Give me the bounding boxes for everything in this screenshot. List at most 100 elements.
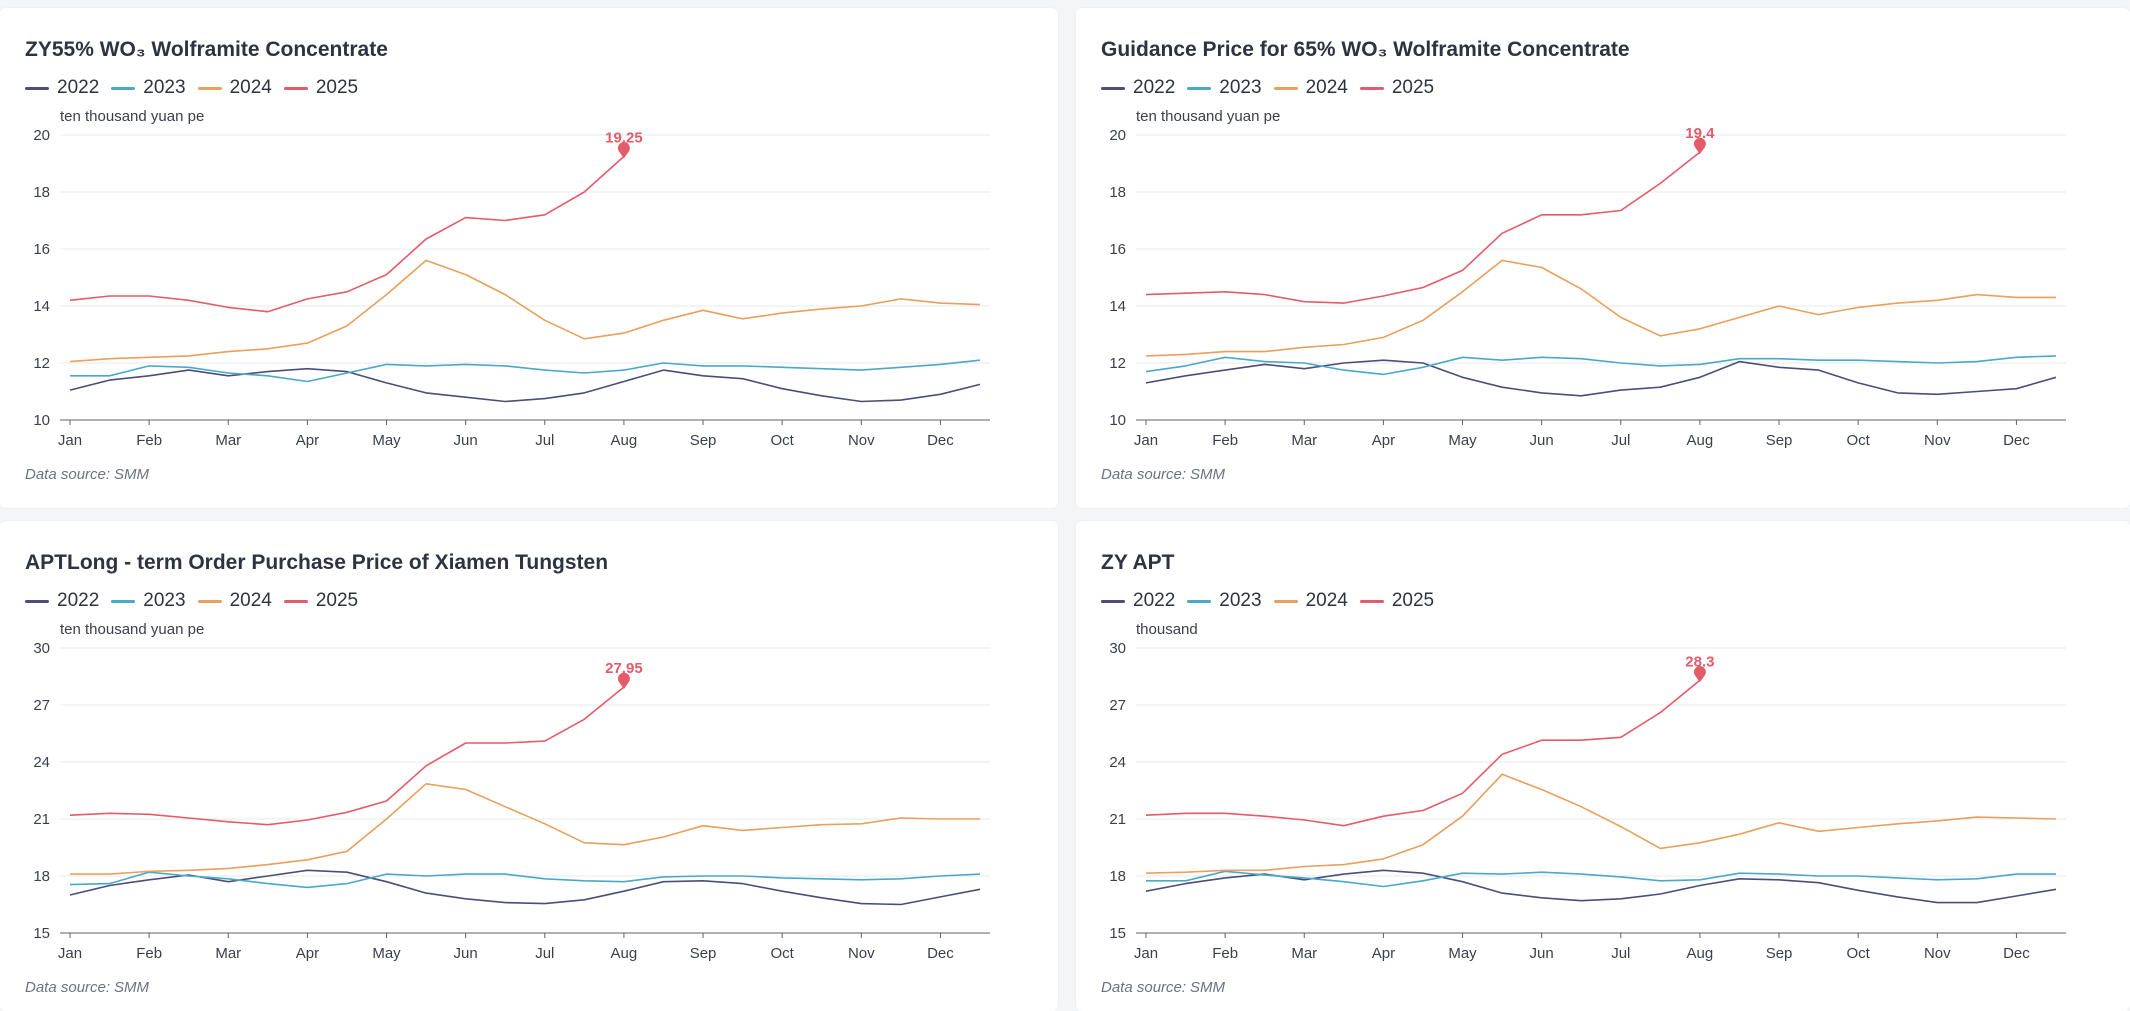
x-tick-label: Sep — [690, 945, 717, 962]
series-line-2023 — [1145, 355, 2057, 376]
y-tick-label: 15 — [33, 925, 50, 942]
legend-label: 2023 — [1219, 77, 1262, 98]
series-line-2023 — [69, 871, 981, 889]
chart-title: APTLong - term Order Purchase Price of X… — [25, 551, 609, 574]
x-tick-label: Dec — [927, 945, 954, 962]
line-chart-plot: 10 12 14 16 18 20 Jan Feb Mar Apr May Jun Jul Aug Sep O… — [33, 127, 990, 449]
y-axis-unit-label: ten thousand yuan pe — [60, 108, 205, 125]
y-tick-label: 10 — [1109, 412, 1126, 429]
y-tick-label: 14 — [1109, 298, 1126, 315]
y-tick-label: 18 — [1109, 868, 1126, 885]
legend-swatch-2024 — [197, 86, 222, 90]
x-tick-label: Aug — [1687, 432, 1714, 449]
y-axis-unit-label: thousand — [1136, 621, 1198, 638]
y-tick-label: 18 — [1109, 184, 1126, 201]
legend-item-2025[interactable]: 2025 — [1359, 77, 1435, 99]
legend-label: 2024 — [1305, 77, 1348, 98]
x-tick-label: Dec — [927, 432, 954, 449]
legend-item-2023[interactable]: 2023 — [1187, 77, 1262, 99]
x-tick-label: Nov — [1924, 432, 1951, 449]
series-line-2025 — [69, 686, 625, 826]
series-line-2022 — [1145, 359, 2057, 397]
legend-swatch-2025 — [283, 599, 308, 603]
y-tick-label: 21 — [33, 811, 50, 828]
legend-label: 2023 — [143, 77, 186, 98]
legend-swatch-2025 — [283, 86, 308, 90]
x-tick-label: Sep — [1766, 945, 1793, 962]
x-tick-label: Dec — [2003, 432, 2030, 449]
y-tick-label: 18 — [33, 184, 50, 201]
legend-label: 2025 — [1391, 77, 1435, 98]
legend-item-2022[interactable]: 2022 — [25, 77, 99, 99]
chart-title: Guidance Price for 65% WO₃ Wolframite Co… — [1101, 38, 1630, 61]
legend-item-2022[interactable]: 2022 — [25, 590, 99, 612]
series-line-2025 — [1145, 151, 1701, 304]
x-tick-label: Jun — [1530, 945, 1554, 962]
legend-swatch-2022 — [25, 86, 49, 90]
y-tick-label: 24 — [33, 754, 50, 771]
x-tick-label: Feb — [136, 432, 162, 449]
legend-label: 2023 — [143, 590, 186, 611]
legend-item-2023[interactable]: 2023 — [111, 77, 186, 99]
y-axis-unit-label: ten thousand yuan pe — [60, 621, 205, 638]
y-tick-label: 30 — [1109, 640, 1126, 657]
legend-label: 2022 — [57, 77, 100, 98]
annotation-pin-marker — [1693, 665, 1706, 683]
x-tick-label: May — [1448, 432, 1477, 449]
series-line-2024 — [1145, 259, 2056, 357]
legend-swatch-2023 — [111, 86, 136, 90]
legend-swatch-2022 — [1101, 86, 1125, 90]
chart-card-zy55-wolframite: ZY55% WO₃ Wolframite Concentrate 2022 20… — [0, 8, 1058, 508]
x-tick-label: Jan — [58, 432, 82, 449]
y-tick-label: 16 — [1109, 241, 1126, 258]
legend-item-2024[interactable]: 2024 — [1273, 590, 1348, 612]
y-tick-label: 16 — [33, 241, 50, 258]
series-line-2025 — [1145, 679, 1701, 827]
legend-label: 2023 — [1219, 590, 1262, 611]
legend-swatch-2025 — [1359, 599, 1384, 603]
series-line-2022 — [69, 367, 981, 403]
annotation-value-label: 28.3 — [1685, 653, 1714, 670]
legend-label: 2025 — [315, 77, 359, 98]
legend-item-2024[interactable]: 2024 — [197, 77, 272, 99]
legend-swatch-2023 — [1187, 599, 1212, 603]
legend-swatch-2024 — [1273, 86, 1298, 90]
legend-item-2023[interactable]: 2023 — [111, 590, 186, 612]
data-source-note: Data source: SMM — [25, 979, 149, 996]
legend-item-2022[interactable]: 2022 — [1101, 590, 1175, 612]
legend-label: 2024 — [1305, 590, 1348, 611]
y-tick-label: 10 — [33, 412, 50, 429]
x-tick-label: Apr — [1372, 945, 1395, 962]
data-source-label: Data source: — [1101, 466, 1187, 483]
legend-item-2024[interactable]: 2024 — [197, 590, 272, 612]
x-tick-label: Oct — [771, 432, 795, 449]
legend-label: 2024 — [229, 590, 272, 611]
x-tick-label: Apr — [296, 432, 319, 449]
y-tick-label: 30 — [33, 640, 50, 657]
chart-card-guidance-price-65: Guidance Price for 65% WO₃ Wolframite Co… — [1076, 8, 2130, 508]
legend-item-2025[interactable]: 2025 — [283, 77, 359, 99]
legend-item-2023[interactable]: 2023 — [1187, 590, 1262, 612]
legend-item-2022[interactable]: 2022 — [1101, 77, 1175, 99]
legend-item-2024[interactable]: 2024 — [1273, 77, 1348, 99]
series-line-2024 — [69, 259, 981, 363]
y-tick-label: 20 — [33, 127, 50, 144]
line-chart-plot: 15 18 21 24 27 30 Jan Feb Mar Apr May Jun Jul Aug Sep O… — [1109, 640, 2066, 962]
x-tick-label: Aug — [1687, 945, 1714, 962]
x-tick-label: Feb — [1212, 432, 1238, 449]
data-source-value: SMM — [114, 466, 150, 483]
x-tick-label: Apr — [296, 945, 319, 962]
chart-legend: 2022 2023 2024 2025 — [1101, 77, 1434, 99]
series-line-2024 — [70, 782, 980, 875]
x-tick-label: Oct — [771, 945, 795, 962]
legend-item-2025[interactable]: 2025 — [1359, 590, 1435, 612]
annotation-pin-marker — [617, 142, 630, 159]
legend-item-2025[interactable]: 2025 — [283, 590, 358, 612]
x-tick-label: Nov — [1924, 945, 1951, 962]
x-tick-label: Jul — [535, 432, 554, 449]
x-tick-label: Oct — [1847, 432, 1871, 449]
legend-label: 2025 — [1391, 590, 1435, 611]
x-tick-label: Jun — [454, 945, 478, 962]
legend-label: 2022 — [1133, 590, 1176, 611]
data-source-note: Data source: SMM — [25, 466, 149, 483]
